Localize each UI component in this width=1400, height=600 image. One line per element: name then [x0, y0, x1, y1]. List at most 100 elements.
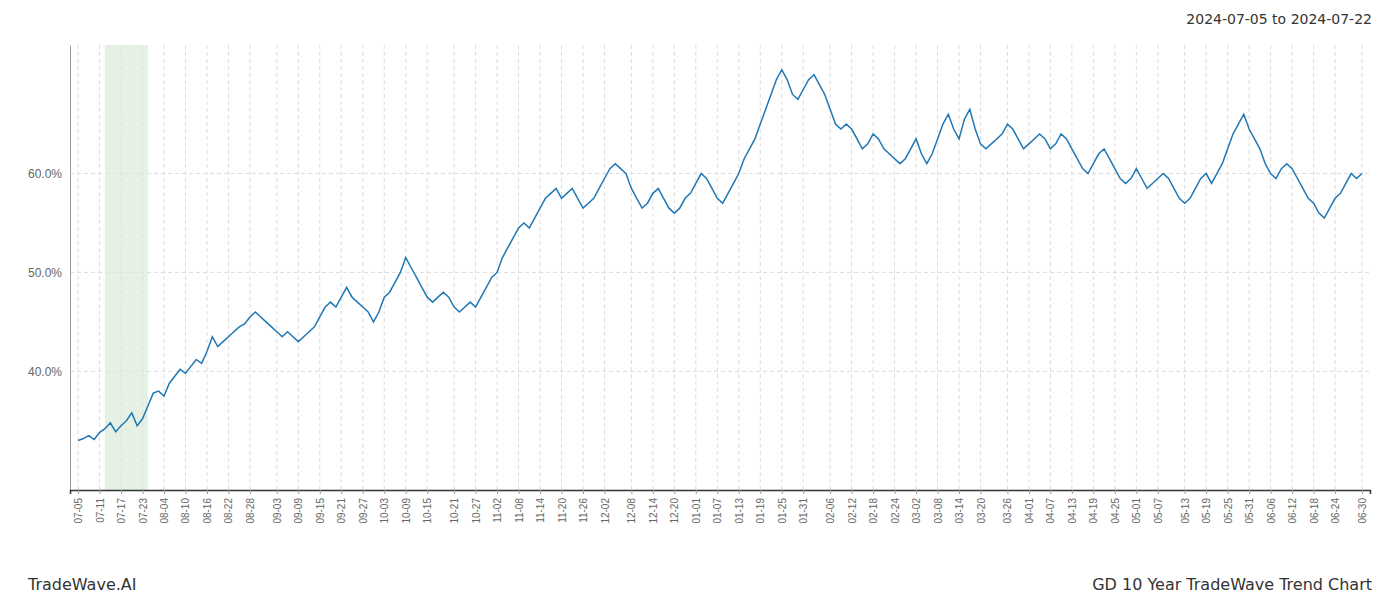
tick-mark: [406, 490, 407, 494]
tick-mark: [916, 490, 917, 494]
title: GD 10 Year TradeWave Trend Chart: [1092, 575, 1372, 594]
grid-line: [405, 45, 406, 490]
grid-line: [1313, 45, 1314, 490]
tick-mark: [1007, 490, 1008, 494]
tick-label: 11-26: [578, 498, 589, 523]
grid: [70, 45, 1370, 490]
grid-line: [228, 45, 229, 490]
tick: 06-12: [1287, 490, 1298, 524]
tick: 08-10: [180, 490, 191, 524]
tick-label: 02-06: [825, 498, 836, 524]
tick-label: 01-19: [755, 498, 766, 524]
tick-mark: [696, 490, 697, 494]
tick-label: 09-15: [315, 498, 326, 524]
tick: 02-06: [825, 490, 836, 524]
tick-mark: [1093, 490, 1094, 494]
tick: 03-08: [933, 490, 944, 524]
tick-mark: [1271, 490, 1272, 494]
grid-line: [937, 45, 938, 490]
tick: 01-01: [691, 490, 702, 524]
grid-line: [1007, 45, 1008, 490]
tick-mark: [164, 490, 165, 494]
plot: 40.0%50.0%60.0%07-0507-1107-1707-2308-04…: [28, 45, 1371, 524]
grid-line: [99, 45, 100, 490]
grid-line: [760, 45, 761, 490]
tick-label: 06-12: [1287, 498, 1298, 524]
tick-label: 06-24: [1330, 498, 1341, 524]
grid-line: [631, 45, 632, 490]
tick-label: 09-21: [336, 498, 347, 524]
tick: 05-25: [1223, 490, 1234, 524]
tick-mark: [739, 490, 740, 494]
grid-line: [276, 45, 277, 490]
tick: 02-18: [868, 490, 879, 524]
tick-mark: [497, 490, 498, 494]
grid-line: [1071, 45, 1072, 490]
grid-line: [384, 45, 385, 490]
tick-label: 10-03: [379, 498, 390, 524]
tick-label: 02-24: [890, 498, 901, 524]
tick: 07-23: [138, 490, 149, 524]
tick-label: 12-08: [626, 498, 637, 524]
tick-label: 02-18: [868, 498, 879, 524]
grid-line: [1292, 45, 1293, 490]
grid-line: [1270, 45, 1271, 490]
tick-mark: [427, 490, 428, 494]
tick-mark: [363, 490, 364, 494]
tick-mark: [605, 490, 606, 494]
tick-label: 04-13: [1067, 498, 1078, 524]
grid-line: [70, 272, 1370, 273]
grid-line: [1136, 45, 1137, 490]
grid-line: [427, 45, 428, 490]
tick-mark: [320, 490, 321, 494]
tick: 05-13: [1180, 490, 1191, 524]
tick-mark: [873, 490, 874, 494]
grid-line: [1361, 45, 1362, 490]
grid-line: [959, 45, 960, 490]
tick: 12-14: [648, 490, 659, 524]
tick: 09-21: [336, 490, 347, 524]
tick-mark: [298, 490, 299, 494]
tick: 10-27: [471, 490, 482, 524]
tick: 11-02: [492, 490, 503, 523]
tick-mark: [454, 490, 455, 494]
grid-line: [454, 45, 455, 490]
tick-label: 05-07: [1153, 498, 1164, 524]
tick: 11-08: [514, 490, 525, 523]
grid-line: [980, 45, 981, 490]
annotation: TradeWave.AI: [27, 575, 136, 594]
tick: 10-09: [401, 490, 412, 524]
y-axis: 40.0%50.0%60.0%: [28, 46, 71, 491]
x-axis: 07-0507-1107-1707-2308-0408-1008-1608-22…: [71, 490, 1371, 524]
tick: 03-02: [911, 490, 922, 524]
tick-label: 08-10: [180, 498, 191, 524]
tick: 08-28: [245, 490, 256, 524]
line: [78, 70, 1362, 441]
tick-label: 10-15: [422, 498, 433, 524]
tick: 05-01: [1131, 490, 1142, 524]
tick-label: 08-28: [245, 498, 256, 524]
tick: 04-25: [1110, 490, 1121, 524]
tick-mark: [1206, 490, 1207, 494]
data-area: [78, 45, 1362, 490]
tick: 11-14: [535, 490, 546, 523]
tick-label: 03-02: [911, 498, 922, 524]
tick-mark: [519, 490, 520, 494]
grid-line: [206, 45, 207, 490]
tick-mark: [895, 490, 896, 494]
tick-mark: [341, 490, 342, 494]
axis-line: [71, 491, 1371, 495]
tick: 01-19: [755, 490, 766, 524]
tick-label: 08-22: [223, 498, 234, 524]
tick-mark: [228, 490, 229, 494]
tick: 10-21: [449, 490, 460, 524]
tick-mark: [1292, 490, 1293, 494]
tick-label: 06-06: [1266, 498, 1277, 524]
tick: 01-31: [798, 490, 809, 524]
tick-label: 40.0%: [28, 365, 62, 379]
tick-mark: [1228, 490, 1229, 494]
tick-label: 05-31: [1244, 498, 1255, 524]
tick-label: 06-30: [1357, 498, 1368, 524]
tick-label: 05-25: [1223, 498, 1234, 524]
tick-label: 07-11: [95, 498, 106, 523]
